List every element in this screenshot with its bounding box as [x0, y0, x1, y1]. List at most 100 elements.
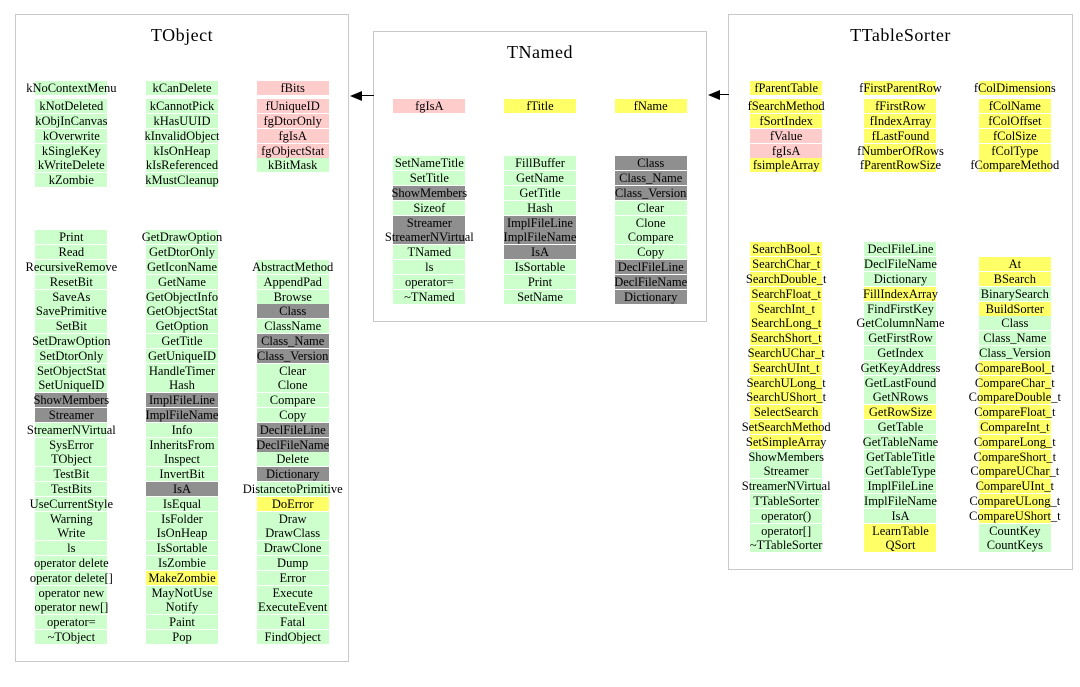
method-item[interactable]: BSearch — [958, 271, 1072, 287]
field-item[interactable]: fTitle — [485, 99, 596, 114]
method-item[interactable]: Class_Version — [595, 185, 706, 201]
method-item[interactable]: Error — [237, 570, 348, 585]
field-item[interactable]: fColSize — [958, 128, 1072, 143]
method-item[interactable]: SearchBool_t — [729, 242, 843, 257]
method-item[interactable]: Class — [237, 304, 348, 319]
field-item[interactable]: kBitMask — [237, 158, 348, 173]
method-item[interactable]: GetIndex — [843, 345, 957, 361]
method-item[interactable]: IsSortable — [127, 541, 238, 556]
method-item[interactable]: SetDtorOnly — [16, 348, 127, 363]
method-item[interactable]: Streamer — [729, 464, 843, 479]
method-item[interactable]: ShowMembers — [729, 449, 843, 464]
method-item[interactable]: Class_Name — [237, 333, 348, 349]
method-item[interactable]: TObject — [16, 452, 127, 467]
method-item[interactable]: SetDrawOption — [16, 333, 127, 349]
method-item[interactable]: SearchUInt_t — [729, 360, 843, 375]
method-item[interactable]: HandleTimer — [127, 363, 238, 378]
method-item[interactable]: GetTableTitle — [843, 449, 957, 464]
method-item[interactable]: GetName — [485, 171, 596, 186]
method-item[interactable]: AbstractMethod — [237, 259, 348, 275]
method-item[interactable]: Draw — [237, 511, 348, 526]
method-item[interactable]: AppendPad — [237, 274, 348, 289]
method-item[interactable]: Hash — [127, 378, 238, 393]
method-item[interactable]: ImplFileLine — [485, 215, 596, 230]
method-item[interactable]: QSort — [843, 538, 957, 553]
method-item[interactable]: ShowMembers — [374, 185, 485, 201]
field-item[interactable]: fgIsA — [237, 128, 348, 143]
method-item[interactable]: DistancetoPrimitive — [237, 481, 348, 497]
method-item[interactable]: FillBuffer — [485, 156, 596, 171]
field-item[interactable]: fLastFound — [843, 128, 957, 143]
method-item[interactable]: CompareLong_t — [958, 434, 1072, 449]
method-item[interactable]: CountKey — [958, 523, 1072, 538]
method-item[interactable]: IsA — [127, 481, 238, 497]
method-item[interactable]: operator delete[] — [16, 570, 127, 585]
method-item[interactable]: GetTitle — [485, 185, 596, 201]
method-item[interactable]: SearchDouble_t — [729, 271, 843, 287]
method-item[interactable]: SaveAs — [16, 289, 127, 304]
method-item[interactable]: GetTable — [843, 419, 957, 435]
field-item[interactable]: fBits — [237, 81, 348, 96]
method-item[interactable]: TestBit — [16, 467, 127, 482]
method-item[interactable]: SearchInt_t — [729, 301, 843, 316]
field-item[interactable]: fgObjectStat — [237, 143, 348, 158]
method-item[interactable]: GetObjectInfo — [127, 289, 238, 304]
method-item[interactable]: GetUniqueID — [127, 348, 238, 363]
method-item[interactable]: SetTitle — [374, 171, 485, 186]
field-item[interactable]: fsimpleArray — [729, 158, 843, 173]
method-item[interactable]: DrawClone — [237, 541, 348, 556]
method-item[interactable]: CompareDouble_t — [958, 390, 1072, 405]
method-item[interactable]: TNamed — [374, 245, 485, 260]
method-item[interactable]: Dictionary — [237, 467, 348, 482]
method-item[interactable]: BinarySearch — [958, 286, 1072, 301]
method-item[interactable]: CompareChar_t — [958, 375, 1072, 390]
method-item[interactable]: ~TObject — [16, 629, 127, 645]
field-item[interactable]: kInvalidObject — [127, 128, 238, 143]
method-item[interactable]: CompareFloat_t — [958, 405, 1072, 420]
method-item[interactable]: Warning — [16, 511, 127, 526]
method-item[interactable]: TestBits — [16, 481, 127, 497]
method-item[interactable]: Clone — [595, 215, 706, 230]
method-item[interactable]: ClassName — [237, 319, 348, 334]
method-item[interactable]: SavePrimitive — [16, 304, 127, 319]
method-item[interactable]: GetTableType — [843, 464, 957, 479]
method-item[interactable]: Class_Name — [595, 171, 706, 186]
method-item[interactable]: ExecuteEvent — [237, 600, 348, 615]
method-item[interactable]: GetTableName — [843, 434, 957, 449]
field-item[interactable]: fFirstRow — [843, 99, 957, 114]
method-item[interactable]: Class_Version — [237, 348, 348, 363]
field-item[interactable]: fColName — [958, 99, 1072, 114]
field-item[interactable]: kIsReferenced — [127, 158, 238, 173]
method-item[interactable]: IsZombie — [127, 555, 238, 571]
method-item[interactable]: StreamerNVirtual — [374, 230, 485, 245]
method-item[interactable]: IsA — [843, 508, 957, 523]
method-item[interactable]: ResetBit — [16, 274, 127, 289]
method-item[interactable]: LearnTable — [843, 523, 957, 538]
method-item[interactable]: Print — [485, 274, 596, 289]
method-item[interactable]: GetName — [127, 274, 238, 289]
method-item[interactable]: Print — [16, 230, 127, 245]
method-item[interactable]: Dump — [237, 555, 348, 571]
method-item[interactable]: DeclFileLine — [595, 259, 706, 275]
field-item[interactable]: fNumberOfRows — [843, 143, 957, 158]
method-item[interactable]: DeclFileLine — [843, 242, 957, 257]
field-item[interactable]: fgDtorOnly — [237, 113, 348, 129]
method-item[interactable]: InheritsFrom — [127, 437, 238, 452]
method-item[interactable]: BuildSorter — [958, 301, 1072, 316]
field-item[interactable]: fCompareMethod — [958, 158, 1072, 173]
field-item[interactable]: kZombie — [16, 173, 127, 188]
method-item[interactable]: ShowMembers — [16, 393, 127, 408]
method-item[interactable]: Streamer — [374, 215, 485, 230]
method-item[interactable]: CompareBool_t — [958, 360, 1072, 375]
method-item[interactable]: GetColumnName — [843, 316, 957, 331]
method-item[interactable]: FindFirstKey — [843, 301, 957, 316]
method-item[interactable]: MakeZombie — [127, 570, 238, 585]
method-item[interactable]: operator= — [374, 274, 485, 289]
method-item[interactable]: Fatal — [237, 615, 348, 630]
field-item[interactable]: kMustCleanup — [127, 173, 238, 188]
method-item[interactable]: SearchUShort_t — [729, 390, 843, 405]
method-item[interactable]: GetKeyAddress — [843, 360, 957, 375]
method-item[interactable]: Hash — [485, 200, 596, 215]
method-item[interactable]: GetNRows — [843, 390, 957, 405]
method-item[interactable]: DeclFileName — [595, 274, 706, 289]
